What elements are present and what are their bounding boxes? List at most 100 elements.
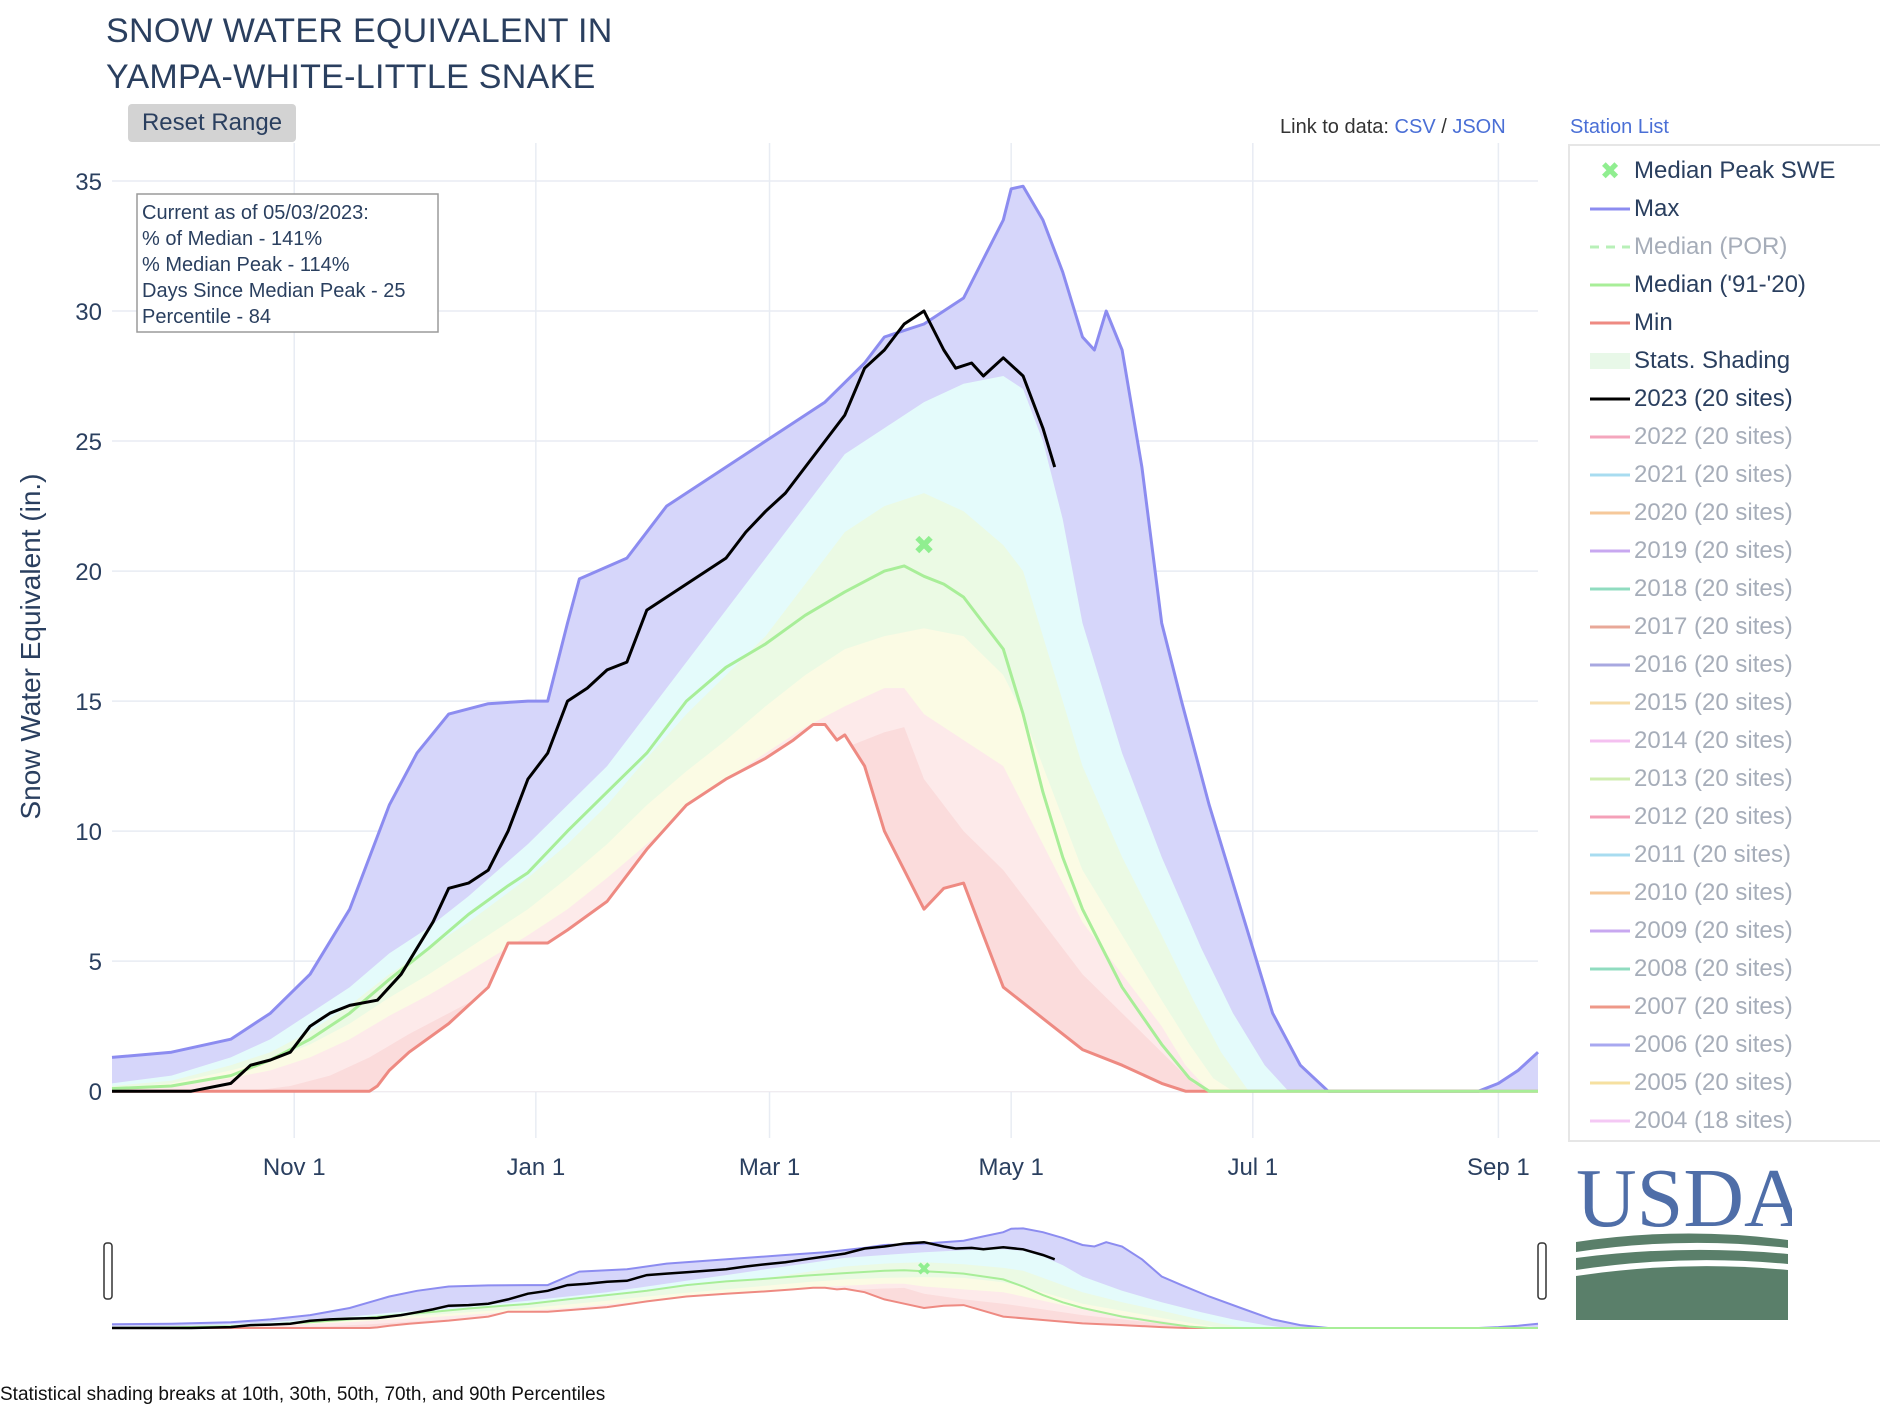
mini-series-line (111, 1227, 1539, 1329)
legend-swatch (1570, 798, 1634, 836)
mini-series-line (112, 1286, 1538, 1329)
legend-label: 2016 (20 sites) (1634, 651, 1793, 678)
legend-item[interactable]: 2013 (20 sites) (1570, 760, 1793, 798)
legend-swatch (1570, 722, 1634, 760)
legend-label: 2017 (20 sites) (1634, 613, 1793, 640)
legend-swatch (1570, 950, 1634, 988)
legend-label: 2011 (20 sites) (1634, 841, 1791, 868)
legend-swatch (1570, 912, 1634, 950)
area-min (112, 724, 1538, 1092)
y-tick-label: 15 (75, 689, 102, 716)
legend-item[interactable]: 2015 (20 sites) (1570, 684, 1793, 722)
legend-item[interactable]: 2010 (20 sites) (1570, 874, 1793, 912)
legend-label: 2009 (20 sites) (1634, 917, 1793, 944)
legend-item[interactable]: 2017 (20 sites) (1570, 608, 1793, 646)
series-line-2023-20-sites- (112, 309, 1057, 1093)
legend-label: 2008 (20 sites) (1634, 955, 1793, 982)
series-line-max (111, 184, 1540, 1093)
x-tick-label: May 1 (978, 1154, 1043, 1181)
chart-areas (112, 186, 1538, 1092)
footnote: Statistical shading breaks at 10th, 30th… (0, 1384, 606, 1405)
legend-item[interactable]: 2011 (20 sites) (1570, 836, 1791, 874)
legend-label: Max (1634, 195, 1680, 222)
legend-label: Min (1634, 309, 1673, 336)
legend-label: Stats. Shading (1634, 347, 1791, 374)
legend-label: 2007 (20 sites) (1634, 993, 1793, 1020)
range-handle-right[interactable] (1537, 1242, 1547, 1300)
legend-item[interactable]: 2020 (20 sites) (1570, 494, 1793, 532)
data-links: Link to data: CSV / JSON (1280, 116, 1506, 139)
x-tick-label: Jan 1 (506, 1154, 565, 1181)
legend-swatch (1570, 684, 1634, 722)
legend-item[interactable]: 2023 (20 sites) (1570, 380, 1793, 418)
legend-swatch (1570, 874, 1634, 912)
legend-item[interactable]: ✖ Median Peak SWE (1570, 152, 1835, 190)
x-tick-label: Jul 1 (1227, 1154, 1278, 1181)
csv-link[interactable]: CSV (1394, 116, 1436, 138)
y-tick-label: 25 (75, 429, 102, 456)
legend-label: 2023 (20 sites) (1634, 385, 1793, 412)
legend-item[interactable]: 2009 (20 sites) (1570, 912, 1793, 950)
legend-label: Median (POR) (1634, 233, 1788, 260)
legend-swatch (1570, 608, 1634, 646)
legend-label: 2022 (20 sites) (1634, 423, 1793, 450)
legend-item[interactable]: Min (1570, 304, 1673, 342)
legend-item[interactable]: 2016 (20 sites) (1570, 646, 1793, 684)
x-tick-label: Nov 1 (263, 1154, 326, 1181)
legend-item[interactable]: 2012 (20 sites) (1570, 798, 1793, 836)
y-tick-label: 10 (75, 819, 102, 846)
legend-item[interactable]: 2004 (18 sites) (1570, 1102, 1793, 1140)
x-tick-label: Sep 1 (1467, 1154, 1530, 1181)
series-line-min (112, 723, 1538, 1093)
y-tick-label: 20 (75, 559, 102, 586)
legend-item[interactable]: 2014 (20 sites) (1570, 722, 1793, 760)
legend-item[interactable]: 2019 (20 sites) (1570, 532, 1793, 570)
legend-item[interactable]: 2008 (20 sites) (1570, 950, 1793, 988)
json-link[interactable]: JSON (1452, 116, 1506, 138)
legend-swatch (1570, 190, 1634, 228)
reset-range-button[interactable]: Reset Range (128, 104, 296, 142)
legend-swatch (1570, 228, 1634, 266)
chart-title: SNOW WATER EQUIVALENT IN YAMPA-WHITE-LIT… (106, 8, 613, 100)
mini-series-line (112, 1240, 1056, 1330)
range-handle-left[interactable] (103, 1242, 113, 1300)
legend-label: 2021 (20 sites) (1634, 461, 1793, 488)
legend-item[interactable]: Stats. Shading (1570, 342, 1790, 380)
legend-label: 2015 (20 sites) (1634, 689, 1793, 716)
legend-swatch (1570, 570, 1634, 608)
legend-item[interactable]: 2022 (20 sites) (1570, 418, 1793, 456)
legend-item[interactable]: 2018 (20 sites) (1570, 570, 1793, 608)
legend-item[interactable]: 2005 (20 sites) (1570, 1064, 1793, 1102)
legend: ✖ Median Peak SWE Max Median (POR) Median ('… (1568, 144, 1880, 1142)
range-slider: ✖ (103, 1225, 1547, 1330)
legend-label: 2019 (20 sites) (1634, 537, 1793, 564)
chart-title-line2: YAMPA-WHITE-LITTLE SNAKE (106, 58, 596, 96)
legend-label: Median Peak SWE (1634, 157, 1836, 184)
annotation-line: % of Median - 141% (142, 228, 322, 250)
legend-swatch (1570, 836, 1634, 874)
usda-logo: USDA (1576, 1160, 1792, 1320)
legend-swatch (1570, 1064, 1634, 1102)
legend-swatch (1570, 532, 1634, 570)
mini-area (112, 1287, 1538, 1328)
station-list-link[interactable]: Station List (1570, 116, 1669, 138)
legend-swatch (1570, 1102, 1634, 1140)
data-links-prefix: Link to data: (1280, 116, 1395, 138)
legend-label: 2004 (18 sites) (1634, 1107, 1793, 1134)
legend-swatch (1570, 342, 1634, 380)
chart-annotation: Current as of 05/03/2023: % of Median - 1… (136, 193, 439, 333)
median-peak-marker: ✖ (913, 530, 935, 560)
legend-item[interactable]: 2021 (20 sites) (1570, 456, 1793, 494)
legend-item[interactable]: Max (1570, 190, 1679, 228)
legend-item[interactable]: Median ('91-'20) (1570, 266, 1806, 304)
legend-swatch (1570, 456, 1634, 494)
legend-item[interactable]: 2006 (20 sites) (1570, 1026, 1793, 1064)
legend-swatch (1570, 760, 1634, 798)
legend-item[interactable]: 2007 (20 sites) (1570, 988, 1793, 1026)
y-tick-label: 5 (89, 949, 102, 976)
legend-swatch (1570, 418, 1634, 456)
link-separator: / (1435, 116, 1453, 138)
legend-item[interactable]: Median (POR) (1570, 228, 1787, 266)
chart-title-line1: SNOW WATER EQUIVALENT IN (106, 12, 613, 50)
